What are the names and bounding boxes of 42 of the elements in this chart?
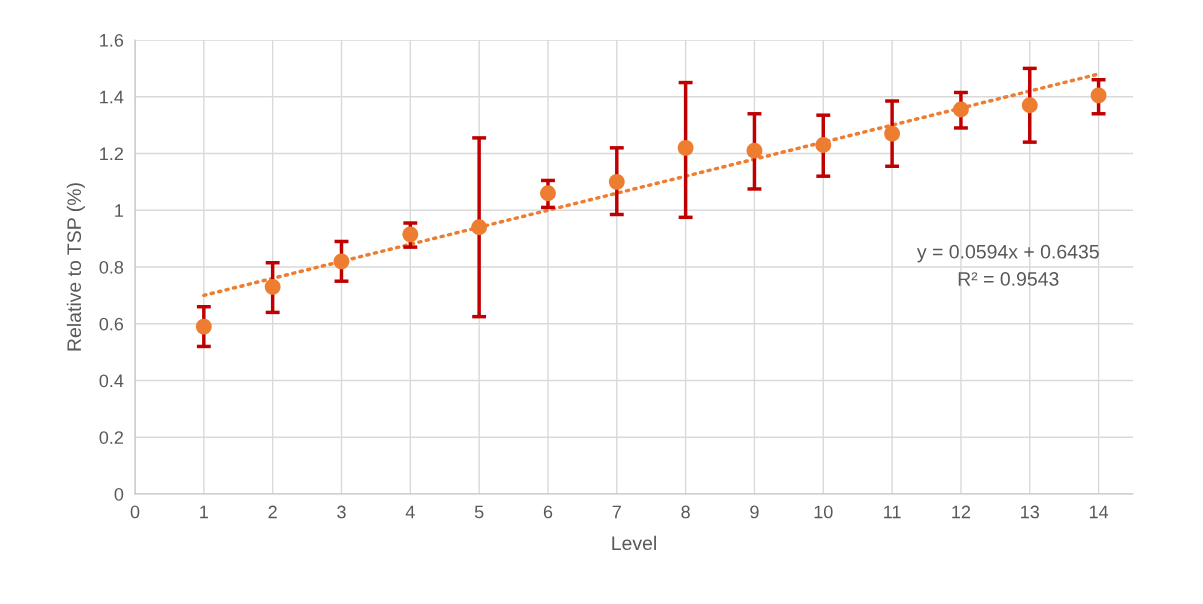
y-tick-label: 1 xyxy=(115,204,124,217)
y-tick-label: 1.2 xyxy=(100,147,123,161)
x-tick-label: 7 xyxy=(612,505,621,519)
x-tick-label: 0 xyxy=(130,505,140,519)
point xyxy=(333,253,350,270)
x-tick-label: 9 xyxy=(750,505,759,519)
x-tick-label: 13 xyxy=(1021,505,1040,519)
annotation: y = 0.0594x + 0.6435 xyxy=(916,244,1099,263)
point xyxy=(195,318,212,335)
y-tick-label: 0.4 xyxy=(99,374,124,388)
x-tick-label: 4 xyxy=(405,505,415,519)
y-tick-label: 1.6 xyxy=(100,33,124,47)
x-axis-title: Level xyxy=(612,535,656,551)
point xyxy=(608,173,625,190)
point xyxy=(677,139,694,156)
x-tick-label: 10 xyxy=(814,505,833,519)
x-tick-label: 14 xyxy=(1089,505,1109,519)
x-tick-label: 2 xyxy=(268,505,277,519)
point xyxy=(471,219,488,236)
x-tick-label: 5 xyxy=(474,505,484,519)
y-tick-label: 0 xyxy=(114,487,124,501)
x-tick-label: 6 xyxy=(543,505,553,519)
point xyxy=(402,226,419,243)
point xyxy=(953,101,969,118)
point xyxy=(815,137,832,153)
y-tick-label: 0.6 xyxy=(99,317,124,331)
y-tick-label: 0.8 xyxy=(99,260,124,274)
x-tick-label: 3 xyxy=(337,505,346,519)
y-tick-label: 1.4 xyxy=(100,90,124,104)
point xyxy=(540,185,556,202)
annotation: R² = 0.9543 xyxy=(958,272,1059,286)
x-tick-label: 8 xyxy=(681,505,690,519)
point xyxy=(884,125,901,142)
x-tick-label: 1 xyxy=(200,505,208,519)
point xyxy=(746,142,763,159)
point xyxy=(264,278,281,295)
y-axis-title: Relative to TSP (%) xyxy=(66,183,85,351)
x-tick-label: 12 xyxy=(952,505,971,519)
y-tick-label: 0.2 xyxy=(99,431,123,444)
point xyxy=(1090,87,1107,104)
point xyxy=(1021,97,1038,114)
x-tick-label: 11 xyxy=(884,505,901,519)
